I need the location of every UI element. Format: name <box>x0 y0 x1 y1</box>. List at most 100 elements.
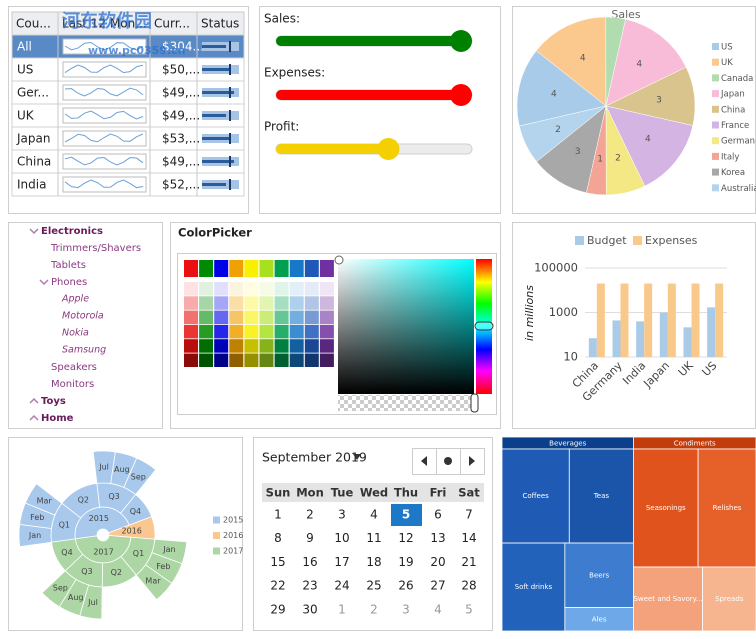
swatch[interactable] <box>184 282 198 296</box>
day[interactable]: 13 <box>430 531 445 545</box>
calendar-title[interactable]: September 2019 <box>262 450 367 465</box>
prev-button[interactable] <box>421 456 427 466</box>
treemap-tile[interactable] <box>501 542 566 632</box>
swatch[interactable] <box>259 324 274 339</box>
treemap-tile[interactable] <box>697 448 756 568</box>
swatch[interactable] <box>319 296 334 310</box>
hue-bar[interactable] <box>476 259 492 394</box>
swatch[interactable] <box>304 260 319 277</box>
swatch[interactable] <box>244 339 259 353</box>
swatch[interactable] <box>244 282 259 296</box>
swatch[interactable] <box>274 260 289 277</box>
swatch[interactable] <box>274 324 289 339</box>
day-next-month[interactable]: 1 <box>338 602 346 616</box>
swatch[interactable] <box>244 310 259 325</box>
swatch[interactable] <box>199 339 214 353</box>
column-header[interactable]: Status <box>201 17 239 31</box>
column-header[interactable]: Cou... <box>16 17 51 31</box>
swatch[interactable] <box>229 260 244 277</box>
tree-item[interactable]: Samsung <box>62 345 106 356</box>
day[interactable]: 8 <box>274 531 282 545</box>
expander[interactable] <box>29 228 39 235</box>
swatch[interactable] <box>274 310 289 325</box>
expander[interactable] <box>29 397 39 404</box>
selected-day[interactable] <box>391 504 422 526</box>
column-header[interactable]: Curr... <box>154 17 190 31</box>
swatch[interactable] <box>214 296 229 310</box>
expander[interactable] <box>39 279 49 286</box>
swatch[interactable] <box>184 353 198 368</box>
slider-thumb[interactable] <box>377 138 400 160</box>
swatch[interactable] <box>199 296 214 310</box>
swatch[interactable] <box>199 324 214 339</box>
day-next-month[interactable]: 2 <box>370 602 378 616</box>
swatch[interactable] <box>229 353 244 368</box>
day[interactable]: 28 <box>461 579 476 593</box>
day-next-month[interactable]: 5 <box>465 602 473 616</box>
swatch[interactable] <box>304 339 319 353</box>
swatch[interactable] <box>289 324 304 339</box>
swatch[interactable] <box>214 282 229 296</box>
swatch[interactable] <box>214 353 229 368</box>
day[interactable]: 5 <box>402 508 410 522</box>
day[interactable]: 19 <box>398 555 413 569</box>
swatch[interactable] <box>259 310 274 325</box>
swatch[interactable] <box>214 339 229 353</box>
swatch[interactable] <box>259 282 274 296</box>
swatch[interactable] <box>319 339 334 353</box>
next-button[interactable] <box>469 456 475 466</box>
day[interactable]: 6 <box>434 508 442 522</box>
slider-thumb[interactable] <box>450 30 472 52</box>
treemap-tile[interactable] <box>564 542 634 608</box>
swatch[interactable] <box>199 282 214 296</box>
day-next-month[interactable]: 4 <box>434 602 442 616</box>
tree-item[interactable]: Trimmers/Shavers <box>50 243 141 254</box>
day[interactable]: 7 <box>465 508 473 522</box>
day[interactable]: 24 <box>334 579 349 593</box>
swatch[interactable] <box>229 324 244 339</box>
day[interactable]: 12 <box>398 531 413 545</box>
day[interactable]: 18 <box>366 555 381 569</box>
tree-item[interactable]: Apple <box>61 294 89 305</box>
tree-item[interactable]: Toys <box>41 396 66 407</box>
tree-item[interactable]: Home <box>41 413 74 424</box>
column-header[interactable]: Last 12 Mon... <box>62 17 147 31</box>
tree-item[interactable]: Motorola <box>62 311 104 322</box>
swatch[interactable] <box>289 260 304 277</box>
day-next-month[interactable]: 3 <box>402 602 410 616</box>
color-handle[interactable] <box>334 255 344 265</box>
alpha-thumb[interactable] <box>470 393 479 413</box>
swatch[interactable] <box>289 310 304 325</box>
alpha-bar[interactable] <box>338 395 474 411</box>
swatch[interactable] <box>259 296 274 310</box>
swatch[interactable] <box>184 296 198 310</box>
swatch[interactable] <box>289 339 304 353</box>
day[interactable]: 9 <box>306 531 314 545</box>
swatch[interactable] <box>229 339 244 353</box>
swatch[interactable] <box>319 260 334 277</box>
swatch[interactable] <box>319 324 334 339</box>
day[interactable]: 25 <box>366 579 381 593</box>
swatch[interactable] <box>214 260 229 277</box>
treemap-tile[interactable] <box>702 566 756 632</box>
swatch[interactable] <box>304 282 319 296</box>
day[interactable]: 30 <box>302 602 317 616</box>
day[interactable]: 3 <box>338 508 346 522</box>
swatch[interactable] <box>199 353 214 368</box>
treemap-tile[interactable] <box>633 566 703 632</box>
swatch[interactable] <box>259 260 274 277</box>
day[interactable]: 26 <box>398 579 413 593</box>
day[interactable]: 10 <box>334 531 349 545</box>
tree-item[interactable]: Monitors <box>51 379 94 390</box>
swatch[interactable] <box>274 296 289 310</box>
swatch[interactable] <box>259 353 274 368</box>
tree-item[interactable]: Tablets <box>50 260 86 271</box>
day[interactable]: 29 <box>270 602 285 616</box>
swatch[interactable] <box>244 260 259 277</box>
swatch[interactable] <box>304 296 319 310</box>
tree-item[interactable]: Electronics <box>41 226 103 237</box>
swatch[interactable] <box>319 310 334 325</box>
tree-item[interactable]: Phones <box>51 277 87 288</box>
day[interactable]: 17 <box>334 555 349 569</box>
swatch[interactable] <box>274 282 289 296</box>
